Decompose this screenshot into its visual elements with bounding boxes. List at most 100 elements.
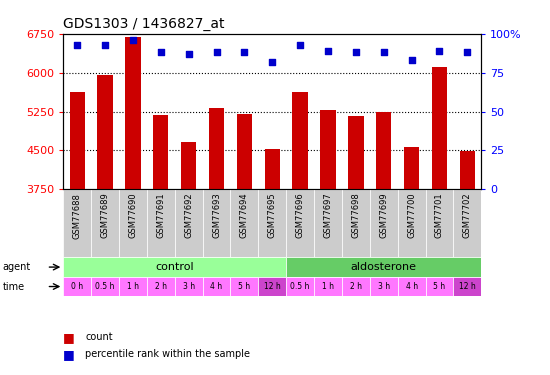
Bar (293, 92, 308, 189)
Bar (258, 189, 286, 257)
Text: GSM77698: GSM77698 (351, 193, 360, 238)
Bar (91, 189, 119, 257)
Bar (453, 277, 481, 296)
Bar (398, 277, 426, 296)
Point (240, 50, 249, 55)
Text: 4 h: 4 h (211, 282, 223, 291)
Bar (370, 189, 398, 257)
Text: GSM77702: GSM77702 (463, 193, 472, 238)
Bar (230, 189, 258, 257)
Text: GDS1303 / 1436827_at: GDS1303 / 1436827_at (63, 17, 225, 32)
Bar (236, 114, 252, 189)
Text: 12 h: 12 h (459, 282, 476, 291)
Bar (376, 111, 392, 189)
Point (268, 59, 277, 65)
Bar (426, 189, 453, 257)
Text: 1 h: 1 h (127, 282, 139, 291)
Bar (320, 111, 336, 189)
Text: 5 h: 5 h (238, 282, 250, 291)
Text: GSM77696: GSM77696 (295, 193, 305, 238)
Bar (258, 277, 286, 296)
Text: GSM77694: GSM77694 (240, 193, 249, 238)
Bar (314, 277, 342, 296)
Bar (286, 257, 481, 277)
Bar (175, 189, 202, 257)
Text: time: time (3, 282, 25, 291)
Bar (147, 277, 175, 296)
Text: GSM77697: GSM77697 (323, 193, 333, 238)
Text: control: control (156, 262, 194, 272)
Text: 12 h: 12 h (264, 282, 280, 291)
Bar (202, 189, 230, 257)
Text: 3 h: 3 h (183, 282, 195, 291)
Point (129, 37, 138, 43)
Bar (342, 277, 370, 296)
Point (435, 48, 444, 54)
Bar (426, 277, 453, 296)
Text: GSM77692: GSM77692 (184, 193, 193, 238)
Bar (286, 189, 314, 257)
Bar (63, 189, 91, 257)
Text: 2 h: 2 h (155, 282, 167, 291)
Point (101, 42, 109, 48)
Text: GSM77688: GSM77688 (73, 193, 82, 238)
Text: ■: ■ (63, 348, 75, 361)
Bar (125, 38, 141, 189)
Point (156, 50, 165, 55)
Bar (404, 147, 419, 189)
Bar (370, 277, 398, 296)
Text: 2 h: 2 h (350, 282, 362, 291)
Point (296, 42, 305, 48)
Point (463, 50, 472, 55)
Bar (175, 277, 202, 296)
Text: aldosterone: aldosterone (351, 262, 417, 272)
Text: GSM77700: GSM77700 (407, 193, 416, 238)
Bar (119, 189, 147, 257)
Bar (265, 149, 280, 189)
Bar (181, 142, 196, 189)
Bar (230, 277, 258, 296)
Point (379, 50, 388, 55)
Text: count: count (85, 333, 113, 342)
Text: GSM77693: GSM77693 (212, 193, 221, 238)
Point (212, 50, 221, 55)
Point (407, 57, 416, 63)
Text: GSM77689: GSM77689 (101, 193, 109, 238)
Text: 3 h: 3 h (378, 282, 390, 291)
Point (73, 42, 81, 48)
Text: GSM77695: GSM77695 (268, 193, 277, 238)
Bar (63, 257, 286, 277)
Bar (69, 92, 85, 189)
Bar (348, 116, 364, 189)
Point (323, 48, 332, 54)
Text: percentile rank within the sample: percentile rank within the sample (85, 350, 250, 359)
Text: 5 h: 5 h (433, 282, 446, 291)
Bar (398, 189, 426, 257)
Text: 0 h: 0 h (71, 282, 83, 291)
Bar (119, 277, 147, 296)
Text: GSM77691: GSM77691 (156, 193, 166, 238)
Text: ■: ■ (63, 331, 75, 344)
Bar (63, 277, 91, 296)
Bar (209, 108, 224, 189)
Text: GSM77701: GSM77701 (435, 193, 444, 238)
Text: 0.5 h: 0.5 h (95, 282, 115, 291)
Bar (202, 277, 230, 296)
Bar (342, 189, 370, 257)
Bar (153, 115, 168, 189)
Bar (460, 151, 475, 189)
Text: 4 h: 4 h (405, 282, 417, 291)
Text: agent: agent (3, 262, 31, 272)
Bar (286, 277, 314, 296)
Point (184, 51, 193, 57)
Text: GSM77699: GSM77699 (379, 193, 388, 238)
Text: 0.5 h: 0.5 h (290, 282, 310, 291)
Point (351, 50, 360, 55)
Bar (432, 68, 447, 189)
Bar (91, 277, 119, 296)
Bar (314, 189, 342, 257)
Text: GSM77690: GSM77690 (128, 193, 138, 238)
Bar (147, 189, 175, 257)
Text: 1 h: 1 h (322, 282, 334, 291)
Bar (453, 189, 481, 257)
